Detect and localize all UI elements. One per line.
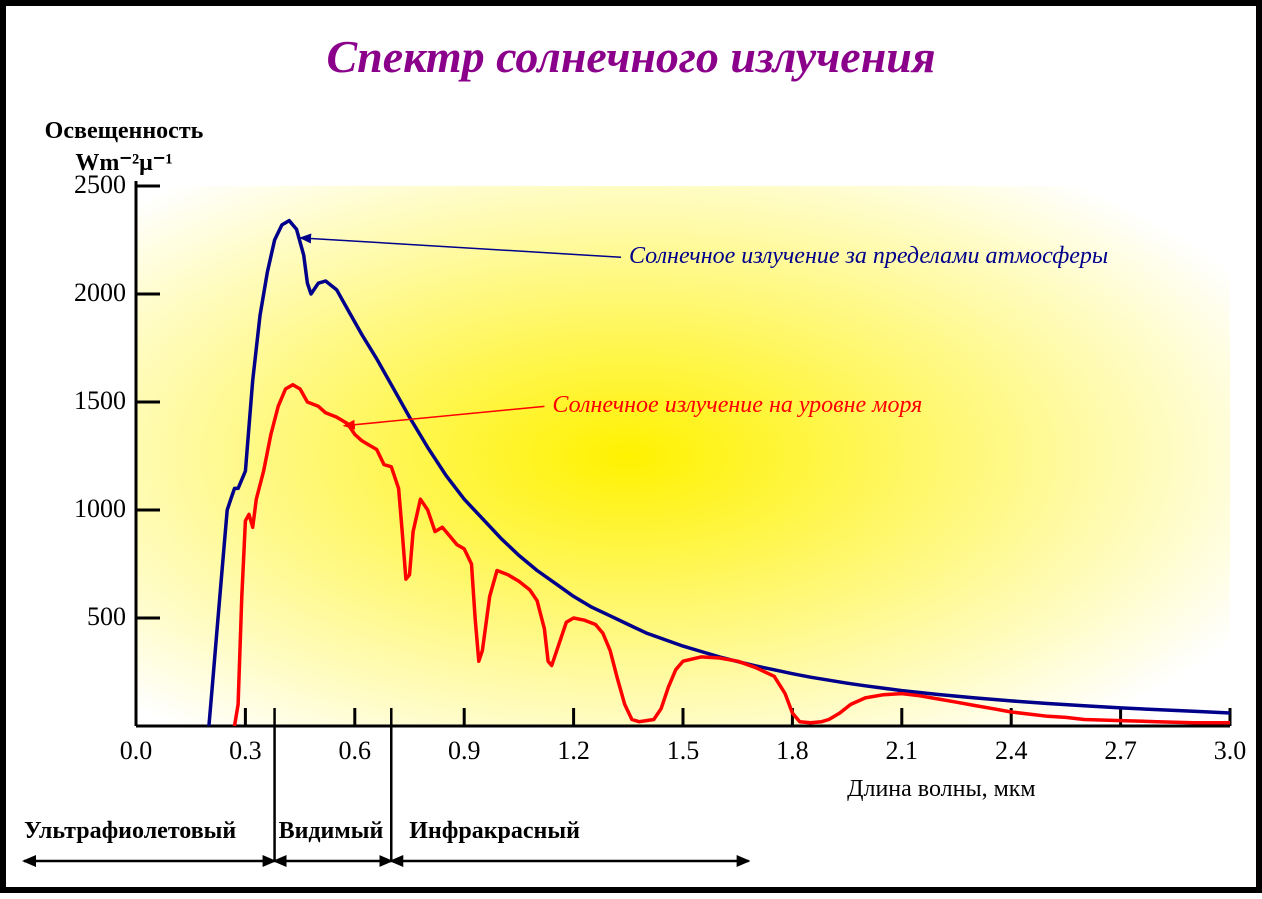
annotation-outer-atmosphere: Солнечное излучение за пределами атмосфе… [629,243,1108,270]
x-tick-label: 2.1 [872,736,932,766]
x-axis-label: Длина волны, мкм [847,776,1036,803]
x-tick-label: 0.0 [106,736,166,766]
y-tick-label: 1500 [56,386,126,416]
y-tick-label: 500 [56,602,126,632]
region-label-visible: Видимый [279,818,384,845]
x-tick-label: 0.9 [434,736,494,766]
region-label-uv: Ультрафиолетовый [24,818,236,845]
x-tick-label: 1.2 [544,736,604,766]
x-tick-label: 2.7 [1091,736,1151,766]
y-tick-label: 2000 [56,278,126,308]
x-tick-label: 2.4 [981,736,1041,766]
x-tick-label: 0.6 [325,736,385,766]
y-tick-label: 1000 [56,494,126,524]
x-tick-label: 0.3 [215,736,275,766]
chart-frame: Спектр солнечного излучения Освещенность… [0,0,1262,893]
region-label-ir: Инфракрасный [409,818,580,845]
x-tick-label: 1.5 [653,736,713,766]
annotation-sea-level: Солнечное излучение на уровне моря [552,392,922,419]
plot-canvas [6,6,1262,899]
x-tick-label: 3.0 [1200,736,1260,766]
x-tick-label: 1.8 [762,736,822,766]
y-tick-label: 2500 [56,170,126,200]
